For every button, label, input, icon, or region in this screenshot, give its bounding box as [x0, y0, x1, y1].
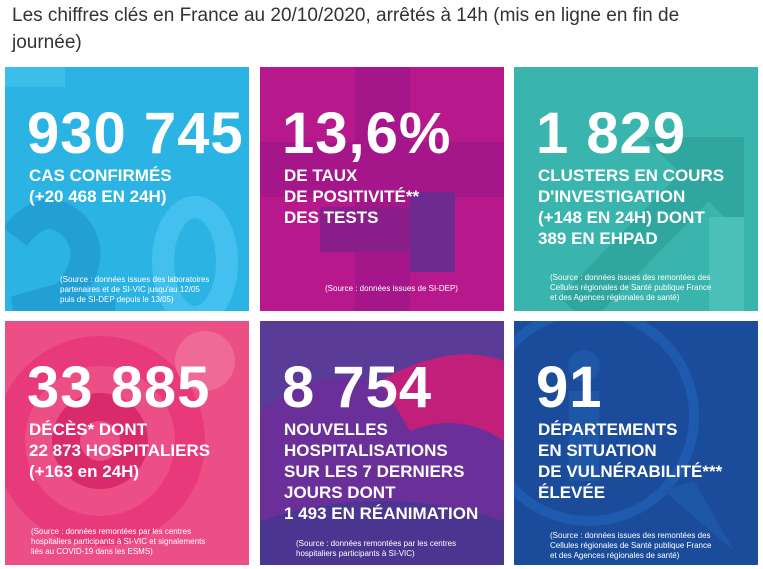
hospitalisations-label-3: SUR LES 7 DERNIERS: [284, 462, 465, 481]
departments-label-3: DE VULNÉRABILITÉ***: [538, 462, 723, 481]
clusters-label-4: 389 EN EHPAD: [538, 229, 658, 248]
info-bubble-watermark-icon: [514, 321, 734, 551]
departments-source-1: (Source : données issues des remontées d…: [550, 531, 711, 540]
tile-confirmed-cases: 930 745 CAS CONFIRMÉS (+20 468 EN 24H) (…: [5, 67, 249, 311]
confirmed-cases-source-2: partenaires et de SI-VIC jusqu'au 12/05: [60, 285, 200, 294]
deaths-label-3: (+163 en 24H): [29, 462, 140, 481]
departments-label-1: DÉPARTEMENTS: [538, 420, 678, 439]
tile-clusters: 1 829 CLUSTERS EN COURS D'INVESTIGATION …: [514, 67, 758, 311]
confirmed-cases-label-2: (+20 468 EN 24H): [29, 187, 167, 206]
number-20-watermark-icon: [5, 67, 238, 311]
clusters-source-1: (Source : données issues des remontées d…: [550, 273, 711, 282]
departments-source-3: et des Agences régionales de santé): [550, 551, 680, 560]
deaths-source-1: (Source : données remontées par les cent…: [31, 527, 192, 536]
hospitalisations-label-2: HOSPITALISATIONS: [284, 441, 448, 460]
hospitalisations-source-2: hospitaliers participants à SI-VIC): [296, 549, 415, 558]
positivity-label-2: DE POSITIVITÉ**: [284, 187, 420, 206]
positivity-source-1: (Source : données issues de SI-DEP): [325, 284, 458, 293]
tile-hospitalisations: 8 754 NOUVELLES HOSPITALISATIONS SUR LES…: [260, 321, 504, 565]
page-title: Les chiffres clés en France au 20/10/202…: [12, 5, 680, 53]
deaths-source-2: hospitaliers participants à SI-VIC et si…: [31, 537, 206, 546]
departments-label-2: EN SITUATION: [538, 441, 657, 460]
hospitalisations-source-1: (Source : données remontées par les cent…: [296, 539, 457, 548]
hospitalisations-label-1: NOUVELLES: [284, 420, 388, 439]
clusters-source-2: Cellules régionales de Santé publique Fr…: [550, 283, 712, 292]
deaths-label-2: 22 873 HOSPITALIERS: [29, 441, 211, 460]
deaths-source-3: liés au COVID-19 dans les ESMS): [31, 547, 153, 556]
vulnerable-departments-value: 91: [536, 355, 603, 420]
hospitalisations-value: 8 754: [282, 355, 433, 420]
tile-vulnerable-departments: 91 DÉPARTEMENTS EN SITUATION DE VULNÉRAB…: [514, 321, 758, 565]
tile-deaths: 33 885 DÉCÈS* DONT 22 873 HOSPITALIERS (…: [5, 321, 249, 565]
clusters-label-3: (+148 EN 24H) DONT: [538, 208, 705, 227]
plus-sign-watermark-icon: [260, 67, 504, 311]
hospitalisations-label-5: 1 493 EN RÉANIMATION: [284, 504, 479, 523]
departments-label-4: ÉLEVÉE: [538, 483, 606, 502]
positivity-rate-value: 13,6%: [282, 101, 452, 166]
confirmed-cases-source-1: (Source : données issues des laboratoire…: [60, 275, 210, 284]
confirmed-cases-value: 930 745: [27, 101, 244, 166]
tile-positivity-rate: 13,6% DE TAUX DE POSITIVITÉ** DES TESTS …: [260, 67, 504, 311]
wave-watermark-icon: [260, 354, 504, 565]
clusters-source-3: et des Agences régionales de santé): [550, 293, 680, 302]
positivity-label-1: DE TAUX: [284, 166, 358, 185]
clusters-value: 1 829: [536, 101, 687, 166]
hospitalisations-label-4: JOURS DONT: [284, 483, 396, 502]
positivity-label-3: DES TESTS: [284, 208, 379, 227]
clusters-label-2: D'INVESTIGATION: [538, 187, 686, 206]
departments-source-2: Cellules régionales de Santé publique Fr…: [550, 541, 712, 550]
confirmed-cases-label-1: CAS CONFIRMÉS: [29, 166, 172, 185]
target-rings-watermark-icon: [5, 331, 235, 546]
deaths-value: 33 885: [27, 355, 211, 420]
confirmed-cases-source-3: puis de SI-DEP depuis le 13/05): [60, 295, 174, 304]
arrow-watermark-icon: [559, 137, 744, 311]
deaths-label-1: DÉCÈS* DONT: [29, 420, 148, 439]
clusters-label-1: CLUSTERS EN COURS: [538, 166, 725, 185]
